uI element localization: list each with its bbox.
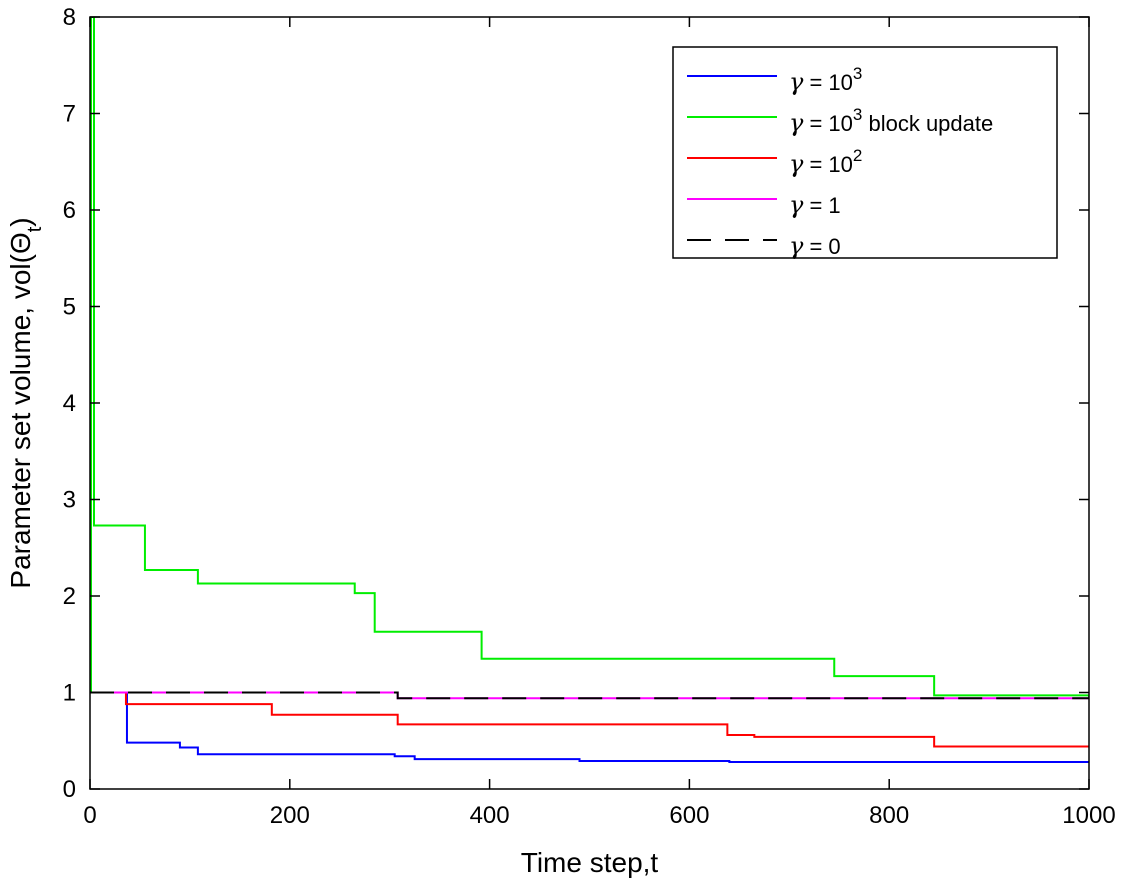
- legend-sup: 3: [853, 64, 862, 83]
- legend-suffix: block update: [862, 111, 993, 136]
- y-axis-title-sub: t: [24, 226, 46, 232]
- x-tick-label: 400: [470, 802, 510, 829]
- y-axis-title: Parameter set volume, vol(Θt): [5, 217, 46, 588]
- x-tick-label: 800: [869, 802, 909, 829]
- legend-sup: 2: [853, 146, 862, 165]
- legend-greek: γ: [789, 232, 804, 260]
- y-tick-label: 4: [63, 390, 76, 417]
- y-tick-label: 3: [63, 487, 76, 514]
- legend-greek: γ: [789, 109, 804, 137]
- legend-label-0: γ = 103: [789, 64, 862, 96]
- legend-label-4: γ = 0: [789, 232, 841, 260]
- series-line-4: [90, 691, 1089, 700]
- x-tick-label: 600: [669, 802, 709, 829]
- y-tick-label: 1: [63, 680, 76, 707]
- legend-eq: = 10: [803, 70, 853, 95]
- legend-eq: = 1: [803, 193, 840, 218]
- legend-box: [672, 46, 1058, 259]
- legend-greek: γ: [789, 191, 804, 219]
- legend-greek: γ: [789, 150, 804, 178]
- y-tick-label: 6: [63, 197, 76, 224]
- series-line-0: [90, 691, 1089, 763]
- y-tick-label: 5: [63, 294, 76, 321]
- y-axis-title-main: Parameter set volume, vol(Θ: [5, 232, 36, 588]
- series-line-1: [90, 17, 1089, 698]
- series-line-2: [90, 691, 1089, 748]
- legend-sup: 3: [853, 105, 862, 124]
- y-tick-label: 7: [63, 101, 76, 128]
- y-tick-label: 0: [63, 776, 76, 803]
- series-group: [90, 17, 1089, 763]
- legend-eq: = 10: [803, 152, 853, 177]
- legend-eq: = 0: [803, 234, 840, 259]
- legend-greek: γ: [789, 68, 804, 96]
- legend-label-3: γ = 1: [789, 191, 841, 219]
- legend-label-2: γ = 102: [789, 146, 862, 178]
- y-tick-label: 8: [63, 4, 76, 31]
- x-axis-title: Time step,t: [521, 847, 659, 878]
- legend-label-1: γ = 103 block update: [789, 105, 993, 137]
- x-tick-label: 1000: [1062, 802, 1115, 829]
- y-tick-label: 2: [63, 583, 76, 610]
- x-tick-label: 0: [83, 802, 96, 829]
- legend-eq: = 10: [803, 111, 853, 136]
- y-axis-title-close: ): [5, 217, 36, 226]
- x-tick-label: 200: [270, 802, 310, 829]
